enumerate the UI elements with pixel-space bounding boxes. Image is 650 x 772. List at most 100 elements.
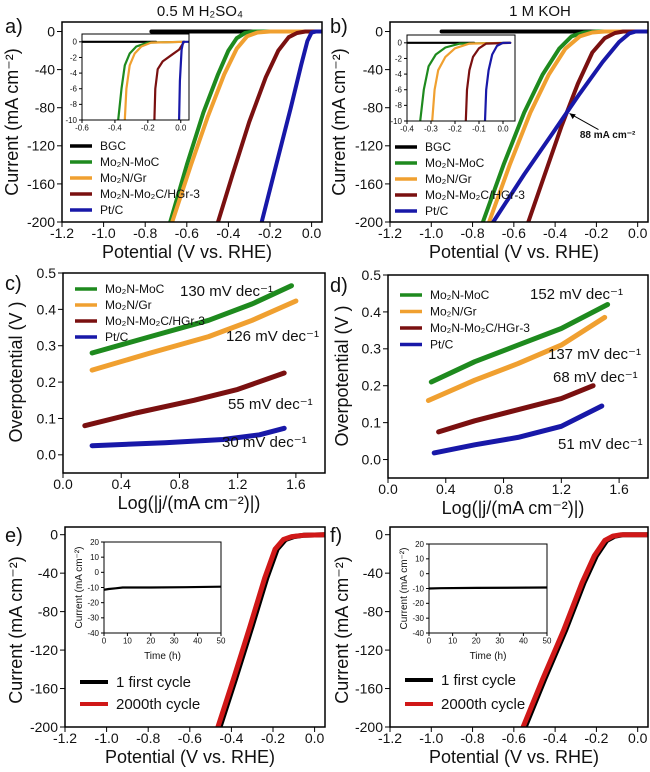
series-group — [104, 585, 221, 591]
x-tick-label: 20 — [472, 637, 481, 646]
series-line-mo-n-gr — [487, 29, 648, 222]
y-axis-label: Overpotential (V ) — [6, 301, 26, 442]
x-tick-label: -0.4 — [543, 730, 567, 746]
legend-label: Mo₂N-MoC — [105, 282, 165, 296]
panel-label: a) — [5, 16, 23, 38]
legend: 1 first cycle 2000th cycle — [80, 674, 200, 713]
y-tick-label: 0 — [73, 38, 78, 47]
x-tick-label: 0.0 — [175, 124, 187, 133]
legend-label: Mo₂N-MoC — [430, 288, 490, 302]
y-tick-label: -80 — [363, 604, 383, 620]
y-tick-label: 0.5 — [362, 267, 382, 283]
y-tick-label: 0.2 — [37, 374, 57, 390]
series-group — [520, 532, 648, 727]
plot-frame — [81, 33, 190, 121]
x-tick-label: -1.0 — [419, 225, 443, 241]
series-group — [429, 586, 547, 590]
inset-y-axis-label: Current (mA cm⁻²) — [74, 547, 85, 629]
inset-plot: 0 10 20 30 40 50 -40 -30 -20 -10 0 10 20 Time (h) Curr… — [74, 538, 226, 662]
series-line-inset-3 — [464, 41, 512, 121]
tafel-slope-label: 126 mV dec⁻¹ — [226, 328, 319, 345]
panel-b-hydrogen-evolution-koh: -1.2 -1.0 -0.8 -0.6 -0.4 -0.2 0.0-200-160-120-… — [329, 3, 649, 262]
x-tick-label: -0.4 — [216, 225, 240, 241]
legend-label: Mo₂N-Mo₂C/HGr-3 — [425, 188, 525, 202]
legend-label: Mo₂N-Mo₂C/HGr-3 — [100, 187, 200, 201]
y-tick-label: -6 — [70, 85, 78, 94]
x-tick-label: -0.2 — [584, 225, 608, 241]
legend-label: BGC — [425, 140, 451, 154]
panel-label: f) — [330, 525, 342, 547]
inset-background — [407, 35, 515, 121]
inset-y-axis-label: Current (mA cm⁻²) — [399, 548, 410, 630]
y-tick-label: -4 — [395, 70, 403, 79]
plot-frame — [406, 34, 516, 122]
plot-frame — [62, 272, 326, 474]
tafel-slope-label: 51 mV dec⁻¹ — [558, 436, 643, 453]
y-tick-label: -8 — [70, 100, 78, 109]
y-tick-label: 0.3 — [37, 338, 57, 354]
panel-e-stability-h2so4: -1.2 -1.0 -0.8 -0.6 -0.4 -0.2 0.0-200-160-120-… — [5, 525, 326, 767]
y-tick-label: -2 — [70, 53, 78, 62]
x-tick-label: -0.2 — [141, 124, 155, 133]
y-axis-label: Overpotential (V ) — [332, 305, 352, 446]
y-tick-label: -200 — [27, 214, 55, 230]
y-tick-label: -80 — [35, 100, 55, 116]
legend: BGC Mo₂N-MoC Mo₂N/Gr Mo₂N-Mo₂C/HGr-3 Pt/C — [395, 140, 525, 218]
x-tick-label: 1.6 — [609, 481, 629, 497]
x-tick-label: -0.6 — [502, 225, 526, 241]
y-tick-label: -40 — [87, 629, 99, 638]
legend-label: 1 first cycle — [441, 672, 516, 689]
panel-label: e) — [5, 525, 23, 547]
legend-label: Mo₂N/Gr — [105, 298, 152, 312]
plot-frame — [61, 21, 323, 223]
x-tick-label: -0.4 — [543, 225, 567, 241]
series-line-inset-2 — [431, 41, 512, 121]
legend-label: Mo₂N/Gr — [425, 172, 472, 186]
y-tick-label: 0.4 — [37, 301, 57, 317]
plot-frame — [64, 526, 326, 728]
series-line-inset-0 — [104, 585, 221, 591]
x-tick-label: -0.6 — [75, 124, 89, 133]
y-tick-label: 0.1 — [37, 410, 57, 426]
series-line-mo-n-mo-c-hgr-3 — [216, 29, 322, 222]
x-tick-label: 30 — [495, 637, 504, 646]
y-tick-label: 0.3 — [362, 341, 382, 357]
x-tick-label: -1.0 — [95, 730, 119, 746]
legend: 1 first cycle 2000th cycle — [405, 672, 525, 713]
x-axis-label: Log(|j/(mA cm⁻²)|) — [442, 498, 585, 518]
x-tick-label: -0.6 — [502, 730, 526, 746]
legend-label: Mo₂N-MoC — [425, 156, 485, 170]
y-tick-label: 0.0 — [362, 451, 382, 467]
y-tick-label: -10 — [390, 117, 402, 126]
arrow-head-icon — [569, 113, 576, 120]
x-tick-label: -0.3 — [424, 125, 438, 134]
y-tick-label: -40 — [363, 565, 383, 581]
x-tick-label: 50 — [543, 637, 552, 646]
tafel-slope-label: 30 mV dec⁻¹ — [222, 434, 307, 451]
x-tick-label: 10 — [448, 637, 457, 646]
series-line-mo-n-gr — [170, 29, 322, 222]
y-tick-label: -40 — [412, 629, 424, 638]
x-tick-label: 0.0 — [378, 481, 398, 497]
y-tick-label: -160 — [355, 176, 383, 192]
x-tick-label: 40 — [193, 637, 202, 646]
series-line-inset-1 — [117, 40, 186, 120]
series-line-inset-1 — [419, 41, 512, 121]
y-tick-label: -80 — [38, 604, 58, 620]
y-tick-label: 0.5 — [37, 265, 57, 281]
x-tick-label: -0.4 — [108, 124, 122, 133]
legend-label: Pt/C — [100, 203, 124, 217]
y-tick-label: -200 — [355, 719, 383, 735]
x-tick-label: -0.8 — [460, 730, 484, 746]
legend: Mo₂N-MoC Mo₂N/Gr Mo₂N-Mo₂C/HGr-3 Pt/C — [400, 288, 530, 352]
plot-frame — [103, 541, 222, 634]
legend-label: Mo₂N-MoC — [100, 155, 160, 169]
y-tick-label: 20 — [90, 538, 99, 547]
x-tick-label: -0.2 — [448, 125, 462, 134]
y-axis-label: Current (mA cm⁻²) — [332, 556, 352, 704]
panel-f-stability-koh: -1.2 -1.0 -0.8 -0.6 -0.4 -0.2 0.0-200-160-120-… — [330, 525, 649, 767]
series-line-inset-2 — [123, 40, 186, 120]
x-tick-label: -0.2 — [584, 730, 608, 746]
inset-x-axis-label: Time (h) — [470, 651, 507, 662]
y-tick-label: 10 — [90, 553, 99, 562]
